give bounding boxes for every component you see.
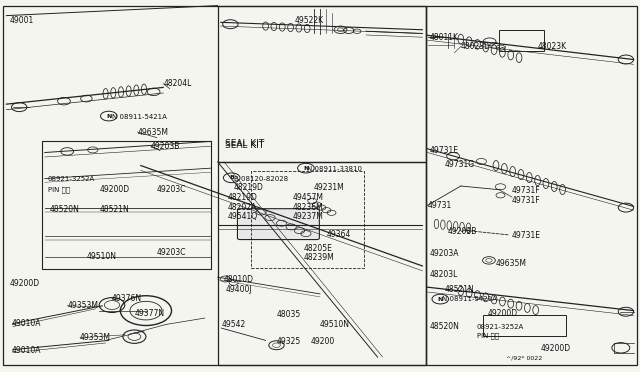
Text: 48521N: 48521N: [99, 205, 129, 214]
Text: 49542: 49542: [221, 320, 246, 329]
Text: 49353M: 49353M: [67, 301, 98, 310]
Text: 49400J: 49400J: [225, 285, 252, 294]
Text: 49731: 49731: [428, 201, 452, 210]
Text: PIN ビン: PIN ビン: [48, 186, 70, 193]
Text: 49457M: 49457M: [293, 193, 324, 202]
Text: ^/92* 0022: ^/92* 0022: [506, 355, 542, 360]
Text: 48204L: 48204L: [163, 79, 191, 88]
Text: 49510N: 49510N: [86, 252, 116, 261]
Text: N 08911-33810: N 08911-33810: [307, 166, 362, 172]
Bar: [499, 30, 544, 51]
Text: 48202A: 48202A: [227, 203, 257, 212]
Text: N 08911-5421A: N 08911-5421A: [442, 296, 497, 302]
Text: 49731F: 49731F: [512, 196, 541, 205]
Bar: [251, 171, 364, 268]
Text: 49203B: 49203B: [150, 142, 180, 151]
Text: 48023K: 48023K: [538, 42, 567, 51]
Text: 49364: 49364: [326, 230, 351, 239]
Text: 49203C: 49203C: [157, 185, 186, 194]
Text: 48520N: 48520N: [430, 322, 460, 331]
Text: 49731G: 49731G: [445, 160, 475, 169]
Text: SEAL KIT: SEAL KIT: [225, 141, 264, 150]
Text: 49001: 49001: [10, 16, 34, 25]
Text: 49203B: 49203B: [448, 227, 477, 236]
Text: 49237M: 49237M: [293, 212, 324, 221]
Text: 49200D: 49200D: [488, 309, 518, 318]
Text: 48521N: 48521N: [445, 285, 474, 294]
Bar: [42, 141, 211, 269]
Text: N: N: [303, 166, 308, 171]
Text: 48203L: 48203L: [430, 270, 458, 279]
Text: 48219D: 48219D: [227, 193, 257, 202]
Text: 49635M: 49635M: [138, 128, 168, 137]
Text: 49010A: 49010A: [12, 319, 41, 328]
Text: 49010A: 49010A: [12, 346, 41, 355]
Bar: [483, 315, 566, 336]
Text: 49731E: 49731E: [430, 146, 459, 155]
Text: 49376N: 49376N: [112, 294, 142, 303]
Text: 49731E: 49731E: [512, 231, 541, 240]
Text: N: N: [106, 113, 111, 119]
Text: 48205E: 48205E: [303, 244, 332, 253]
Text: 49200D: 49200D: [99, 185, 129, 194]
Text: 48239M: 48239M: [303, 253, 334, 262]
Bar: [218, 6, 426, 162]
Text: 08921-3252A: 08921-3252A: [48, 176, 95, 182]
Text: 49325: 49325: [276, 337, 301, 346]
Text: 08921-3252A: 08921-3252A: [477, 324, 524, 330]
Bar: [3, 6, 426, 365]
Text: 49731F: 49731F: [512, 186, 541, 195]
Text: 48023L: 48023L: [461, 42, 489, 51]
Text: 49203A: 49203A: [430, 249, 460, 258]
Text: PIN ビン: PIN ビン: [477, 332, 499, 339]
Text: 49522K: 49522K: [294, 16, 324, 25]
Bar: [426, 6, 637, 365]
Text: 49510N: 49510N: [320, 320, 350, 329]
Text: 48219D: 48219D: [234, 183, 264, 192]
Text: 48010D: 48010D: [224, 275, 254, 284]
Text: 49635M: 49635M: [496, 259, 527, 268]
Text: N: N: [438, 296, 443, 302]
Text: N 08911-5421A: N 08911-5421A: [112, 114, 167, 120]
Text: 48035: 48035: [276, 310, 301, 319]
Text: 49200D: 49200D: [10, 279, 40, 288]
Text: 49377N: 49377N: [134, 309, 164, 318]
Text: B: B: [229, 175, 234, 180]
Text: 48236M: 48236M: [293, 203, 324, 212]
Text: 49200: 49200: [311, 337, 335, 346]
Text: SEAL KIT: SEAL KIT: [225, 139, 264, 148]
Text: 49231M: 49231M: [314, 183, 344, 192]
Text: 48011K: 48011K: [430, 33, 459, 42]
Bar: [218, 162, 426, 365]
Text: 49541Q: 49541Q: [227, 212, 257, 221]
Text: 49353M: 49353M: [80, 333, 111, 342]
Text: 48520N: 48520N: [50, 205, 80, 214]
Text: 49203C: 49203C: [157, 248, 186, 257]
Text: 49200D: 49200D: [541, 344, 571, 353]
Text: B 08120-82028: B 08120-82028: [234, 176, 288, 182]
FancyBboxPatch shape: [237, 209, 319, 240]
